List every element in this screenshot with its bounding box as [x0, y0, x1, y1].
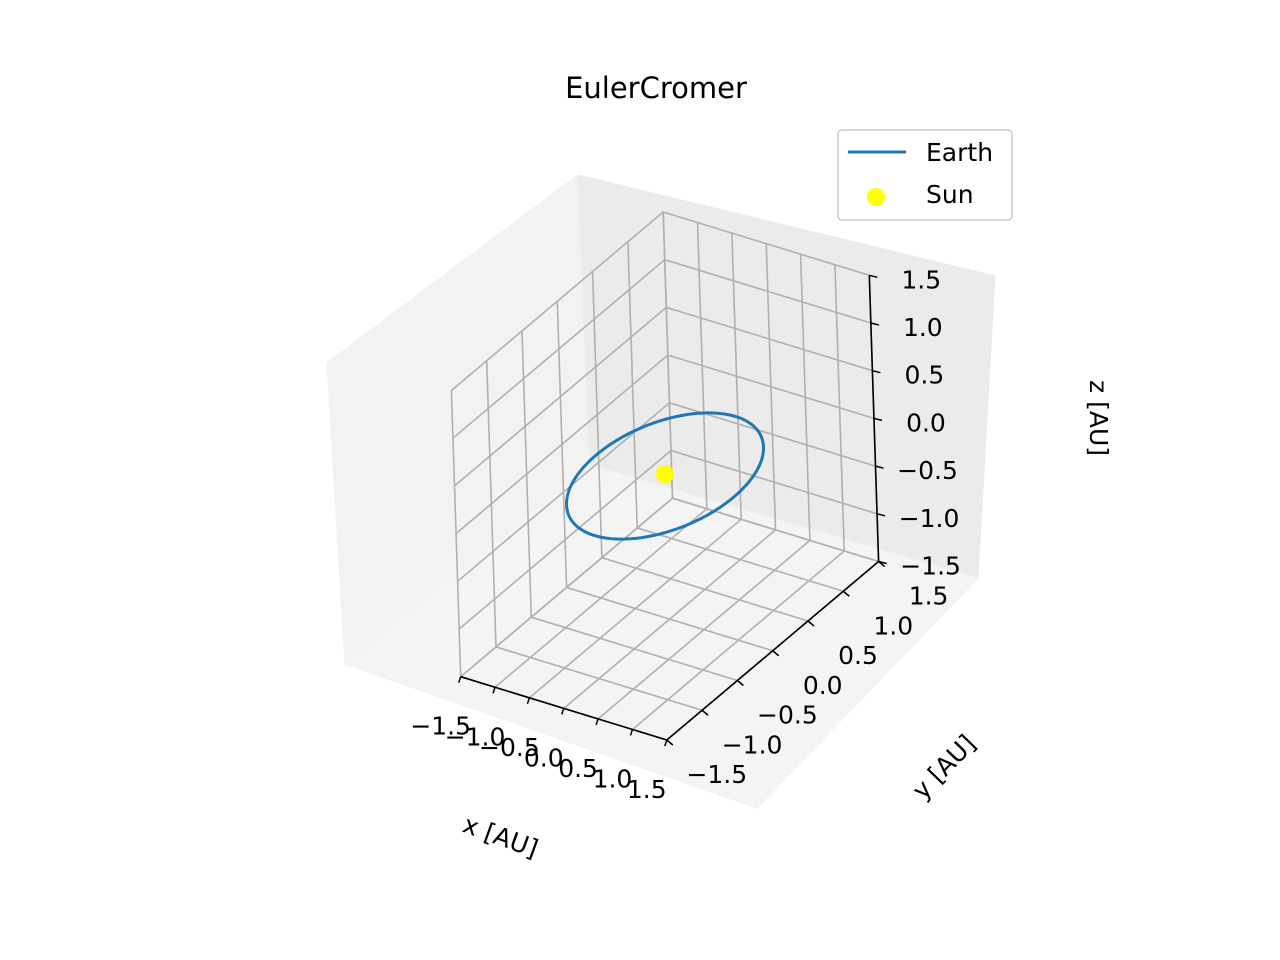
- axes-panes: [326, 174, 996, 809]
- x-tick-3: [561, 708, 565, 715]
- z-tick-label-0: −1.5: [900, 552, 961, 581]
- x-tick-label-1: −1.0: [445, 722, 506, 751]
- x-tick-label-4: 0.5: [558, 754, 598, 783]
- x-tick-label-5: 1.0: [593, 764, 633, 793]
- y-tick-label-1: −1.0: [722, 730, 783, 759]
- z-tick-4: [872, 369, 881, 374]
- y-tick-4: [807, 620, 815, 627]
- z-tick-label-4: 0.5: [905, 361, 945, 390]
- tick-labels: −1.5−1.0−0.50.00.51.01.5−1.5−1.0−0.50.00…: [410, 265, 961, 804]
- x-tick-label-0: −1.5: [410, 712, 471, 741]
- x-tick-0: [457, 676, 462, 683]
- grid-line-y-floor-6: [672, 497, 879, 563]
- x-tick-label-3: 0.0: [524, 743, 564, 772]
- y-tick-label-6: 1.5: [909, 582, 949, 611]
- z-tick-2: [875, 465, 884, 469]
- x-tick-1: [492, 687, 496, 694]
- legend-sun-label: Sun: [926, 180, 974, 209]
- y-tick-1: [701, 709, 709, 716]
- y-tick-label-3: 0.0: [803, 671, 843, 700]
- chart-title: EulerCromer: [565, 71, 747, 105]
- x-tick-2: [526, 697, 531, 705]
- series-earth-orbit: [565, 411, 765, 541]
- grid-line-y-left-6: [662, 211, 674, 499]
- y-tick-label-4: 0.5: [838, 641, 878, 670]
- legend-sun-swatch: [867, 188, 885, 206]
- y-tick-label-0: −1.5: [686, 760, 747, 789]
- z-tick-5: [870, 322, 880, 326]
- x-tick-label-2: −0.5: [479, 733, 540, 762]
- legend-earth-label: Earth: [926, 138, 993, 167]
- z-tick-label-5: 1.0: [903, 313, 943, 342]
- grid-line-z-left-6: [450, 211, 664, 392]
- z-tick-3: [873, 417, 883, 422]
- z-tick-6: [869, 274, 878, 279]
- z-tick-1: [876, 513, 886, 517]
- y-tick-0: [666, 739, 674, 746]
- y-tick-5: [842, 590, 850, 597]
- z-tick-label-6: 1.5: [901, 265, 941, 294]
- y-tick-3: [772, 650, 780, 657]
- grid-line-z-back-6: [662, 211, 870, 277]
- x-tick-label-6: 1.5: [627, 775, 667, 804]
- y-tick-2: [736, 679, 744, 687]
- y-tick-label-2: −0.5: [757, 701, 818, 730]
- axis-ticks: [457, 274, 887, 747]
- pane-floor: [343, 464, 979, 809]
- x-tick-6: [664, 739, 668, 747]
- y-tick-label-5: 1.0: [873, 611, 913, 640]
- x-tick-5: [629, 729, 634, 736]
- grid-line-z-back-5: [664, 258, 872, 324]
- series-sun-point-0: [656, 465, 674, 483]
- x-tick-4: [595, 718, 599, 726]
- z-tick-label-2: −0.5: [897, 456, 958, 485]
- plot-series: [565, 411, 765, 541]
- grid-line-z-left-5: [452, 259, 666, 439]
- grid-line-y-floor-5: [636, 527, 844, 593]
- z-tick-0: [878, 560, 887, 565]
- z-axis-label: z [AU]: [1084, 380, 1113, 456]
- legend: Earth Sun: [837, 129, 1013, 221]
- z-tick-label-1: −1.0: [899, 504, 960, 533]
- z-tick-label-3: 0.0: [906, 408, 946, 437]
